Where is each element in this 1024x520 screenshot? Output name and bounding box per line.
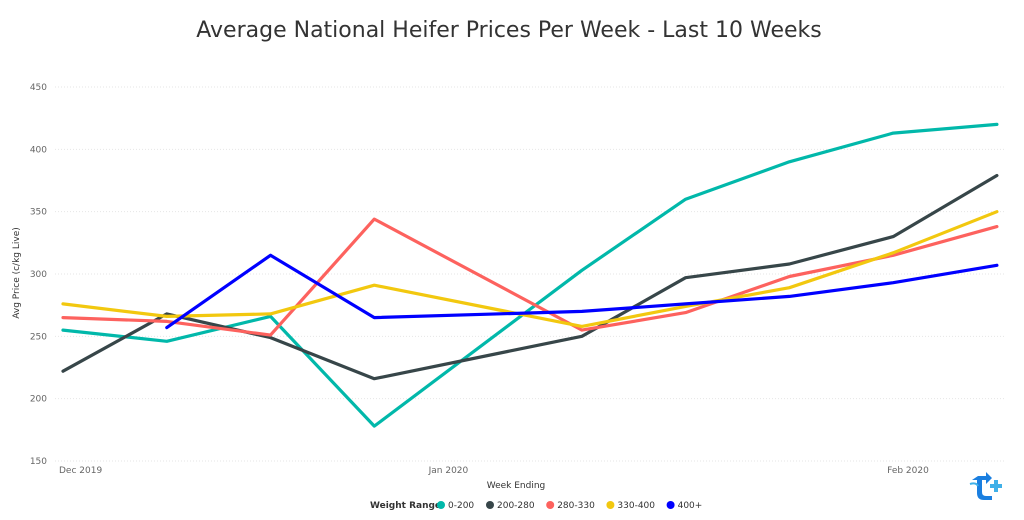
- legend-marker: [486, 501, 494, 509]
- x-tick-label: Dec 2019: [59, 466, 102, 476]
- y-tick-label: 300: [30, 270, 47, 280]
- series-line-400+: [165, 253, 999, 330]
- y-tick-label: 200: [30, 395, 47, 405]
- legend-marker: [666, 501, 675, 509]
- legend-entry: 330-400: [617, 501, 655, 511]
- grid-lines: [55, 86, 1005, 462]
- legend-entry: 280-330: [557, 501, 595, 511]
- x-axis-label: Week Ending: [487, 481, 546, 491]
- y-axis-ticks: 150 200 250 300 350 400 450: [30, 83, 47, 467]
- x-tick-label: Feb 2020: [887, 466, 929, 476]
- y-tick-label: 350: [30, 208, 47, 218]
- legend-entry: 400+: [678, 501, 703, 511]
- series-line-0-200: [61, 122, 999, 428]
- legend-marker: [437, 501, 445, 509]
- legend-marker: [546, 501, 555, 509]
- brand-logo-icon: [969, 472, 1002, 500]
- y-axis-label: Avg Price (c/kg Live): [12, 227, 22, 319]
- legend-entry: 200-280: [497, 501, 535, 511]
- y-tick-label: 250: [30, 332, 47, 342]
- legend: Weight Range 0-200 200-280 280-330 330-400 4…: [370, 501, 702, 511]
- y-tick-label: 150: [30, 457, 47, 467]
- series-line-280-330: [61, 217, 999, 337]
- chart-title: Average National Heifer Prices Per Week …: [196, 18, 821, 43]
- legend-title: Weight Range: [370, 501, 441, 511]
- y-tick-label: 450: [30, 83, 47, 93]
- series-lines: [61, 122, 999, 428]
- legend-marker: [606, 501, 615, 509]
- x-tick-label: Jan 2020: [428, 466, 469, 476]
- series-line-330-400: [61, 210, 999, 328]
- series-line-200-280: [61, 173, 999, 381]
- y-tick-label: 400: [30, 145, 47, 155]
- x-axis-ticks: Dec 2019 Jan 2020 Feb 2020: [59, 466, 929, 476]
- legend-entry: 0-200: [448, 501, 474, 511]
